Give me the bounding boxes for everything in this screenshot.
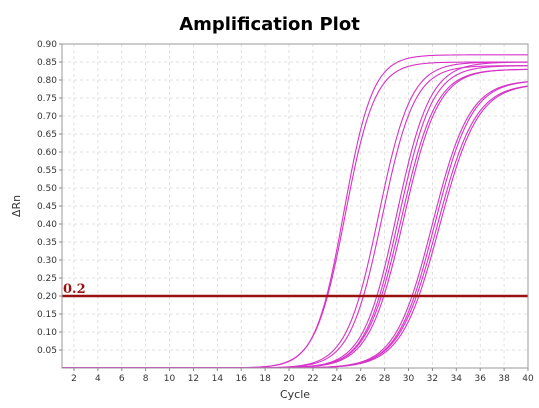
y-tick-label: 0.55 bbox=[37, 166, 57, 176]
x-tick-label: 34 bbox=[451, 374, 463, 384]
y-tick-label: 0.10 bbox=[37, 328, 57, 338]
y-tick-label: 0.15 bbox=[37, 310, 57, 320]
y-tick-label: 0.25 bbox=[37, 274, 57, 284]
y-tick-label: 0.80 bbox=[37, 76, 57, 86]
x-tick-label: 26 bbox=[355, 374, 367, 384]
x-tick-label: 2 bbox=[71, 374, 77, 384]
x-tick-label: 36 bbox=[474, 374, 486, 384]
axes bbox=[59, 43, 529, 371]
threshold-label: 0.2 bbox=[63, 282, 86, 297]
y-axis-label: ΔRn bbox=[10, 195, 23, 217]
y-tick-label: 0.30 bbox=[37, 256, 57, 266]
x-tick-label: 4 bbox=[95, 374, 101, 384]
y-tick-label: 0.70 bbox=[37, 112, 57, 122]
x-tick-label: 6 bbox=[119, 374, 125, 384]
x-tick-label: 22 bbox=[307, 374, 318, 384]
threshold-layer: 0.2 bbox=[62, 282, 528, 298]
x-tick-label: 28 bbox=[379, 374, 391, 384]
x-tick-label: 24 bbox=[331, 374, 343, 384]
y-tick-label: 0.90 bbox=[37, 40, 57, 50]
tick-labels: 2 4 6 8 10 12 14 16 18 20 22 24 26 28 30 32 34 36 38 400.05… bbox=[37, 40, 534, 384]
x-tick-label: 16 bbox=[236, 374, 248, 384]
x-tick-label: 12 bbox=[188, 374, 199, 384]
y-tick-label: 0.85 bbox=[37, 58, 57, 68]
plot-area bbox=[62, 44, 528, 368]
y-tick-label: 0.35 bbox=[37, 238, 57, 248]
y-tick-label: 0.45 bbox=[37, 202, 57, 212]
x-tick-label: 40 bbox=[522, 374, 534, 384]
y-tick-label: 0.20 bbox=[37, 292, 57, 302]
x-axis-label: Cycle bbox=[280, 388, 310, 401]
y-tick-label: 0.50 bbox=[37, 184, 57, 194]
y-tick-label: 0.60 bbox=[37, 148, 57, 158]
y-tick-label: 0.05 bbox=[37, 346, 57, 356]
x-tick-label: 30 bbox=[403, 374, 415, 384]
y-tick-label: 0.75 bbox=[37, 94, 57, 104]
chart-title: Amplification Plot bbox=[179, 14, 360, 35]
plot-frame bbox=[61, 43, 529, 369]
x-tick-label: 10 bbox=[164, 374, 176, 384]
x-tick-label: 32 bbox=[427, 374, 438, 384]
x-tick-label: 18 bbox=[259, 374, 271, 384]
grid-lines bbox=[62, 43, 529, 368]
y-tick-label: 0.40 bbox=[37, 220, 57, 230]
y-tick-label: 0.65 bbox=[37, 130, 57, 140]
x-tick-label: 38 bbox=[498, 374, 510, 384]
x-tick-label: 8 bbox=[143, 374, 149, 384]
x-tick-label: 14 bbox=[212, 374, 224, 384]
x-tick-label: 20 bbox=[283, 374, 295, 384]
